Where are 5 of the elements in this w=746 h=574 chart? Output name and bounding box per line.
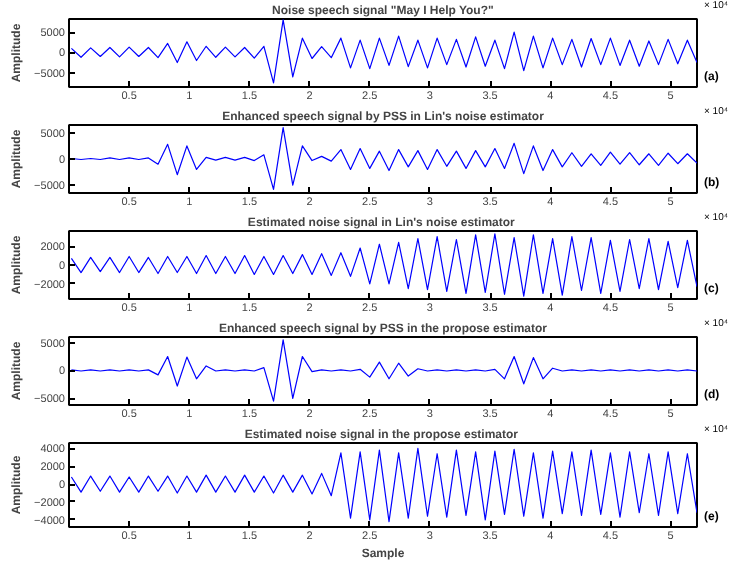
line-series bbox=[70, 447, 697, 523]
line-series bbox=[70, 339, 697, 402]
line-series bbox=[70, 233, 697, 297]
line-series bbox=[70, 127, 697, 190]
line-series bbox=[70, 19, 697, 84]
